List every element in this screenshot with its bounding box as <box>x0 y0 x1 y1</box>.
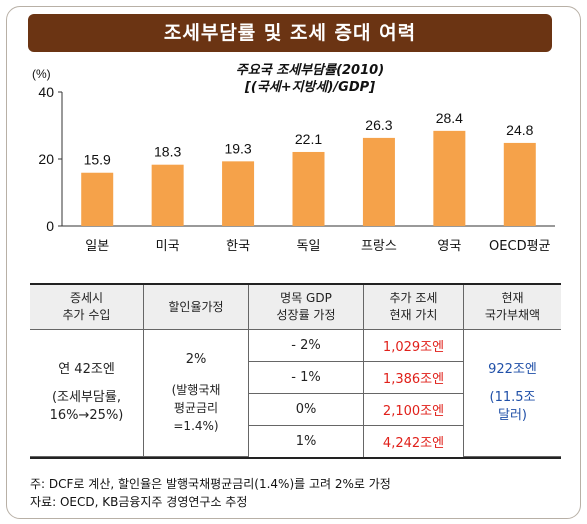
footnote: 주: DCF로 계산, 할인율은 발행국채평균금리(1.4%)를 고려 2%로 … <box>30 475 391 511</box>
header-debt-l1: 현재 <box>501 291 524 305</box>
table-row: 1% 4,242조엔 <box>30 424 561 457</box>
growth-cell: 1% <box>248 424 364 457</box>
bar <box>151 164 184 226</box>
header-revenue-l2: 추가 수입 <box>62 308 111 322</box>
table-row: 0% 2,100조엔 <box>30 392 561 426</box>
growth-cell: - 2% <box>248 329 364 362</box>
bar-value-label: 28.4 <box>436 110 463 126</box>
bar-value-label: 19.3 <box>224 140 251 156</box>
figure-title: 조세부담률 및 조세 증대 여력 <box>28 14 552 52</box>
table-row: 연 42조엔 (조세부담률, 16%→25%) 2% (발행국채 평균금리 =1… <box>30 329 561 457</box>
bar <box>222 161 255 226</box>
present-value-cell: 1,386조엔 <box>363 360 464 394</box>
revenue-note-l1: (조세부담률, <box>51 390 121 405</box>
debt-usd-l2: 달러) <box>498 408 527 423</box>
bar-value-label: 15.9 <box>84 152 111 168</box>
chart-title: 주요국 조세부담률(2010) [(국세+지방세)/GDP] <box>150 62 470 96</box>
x-category-label: 독일 <box>297 239 321 254</box>
table-header-row: 증세시 추가 수입 할인율가정 명목 GDP 성장률 가정 추가 조세 현재 가… <box>30 285 561 330</box>
header-revenue: 증세시 추가 수입 <box>30 285 144 330</box>
growth-cell: 0% <box>248 392 364 426</box>
x-category-label: 일본 <box>85 239 109 254</box>
header-growth-l1: 명목 GDP <box>280 291 332 305</box>
discount-note-l1: (발행국채 <box>171 383 221 397</box>
chart-title-line2: [(국세+지방세)/GDP] <box>244 80 376 95</box>
header-discount: 할인율가정 <box>143 285 249 330</box>
discount-cell: 2% (발행국채 평균금리 =1.4%) <box>143 329 249 457</box>
header-pv-l1: 추가 조세 <box>389 291 438 305</box>
x-category-label: 미국 <box>156 239 180 254</box>
present-value-cell: 4,242조엔 <box>363 424 464 457</box>
footnote-line2: 자료: OECD, KB금융지주 경영연구소 추정 <box>30 495 248 509</box>
discount-note-l2: 평균금리 <box>173 401 219 415</box>
bar <box>362 137 395 226</box>
header-debt-l2: 국가부채액 <box>484 308 541 322</box>
x-category-label: 프랑스 <box>361 239 397 254</box>
revenue-amount: 연 42조엔 <box>58 362 115 377</box>
discount-rate: 2% <box>185 352 207 367</box>
header-discount-l1: 할인율가정 <box>168 299 224 314</box>
bar-value-label: 26.3 <box>365 117 392 133</box>
header-pv-l2: 현재 가치 <box>389 308 438 322</box>
revenue-note-l2: 16%→25%) <box>49 408 124 423</box>
present-value-cell: 2,100조엔 <box>363 392 464 426</box>
header-revenue-l1: 증세시 <box>69 291 104 305</box>
revenue-cell: 연 42조엔 (조세부담률, 16%→25%) <box>30 329 144 457</box>
tax-table: 증세시 추가 수입 할인율가정 명목 GDP 성장률 가정 추가 조세 현재 가… <box>30 283 561 459</box>
bar <box>433 130 466 226</box>
y-tick-label: 40 <box>38 84 54 100</box>
debt-cell: 922조엔 (11.5조 달러) <box>463 329 561 457</box>
y-unit-label: (%) <box>32 67 51 81</box>
header-present-value: 추가 조세 현재 가치 <box>363 285 464 330</box>
bar-value-label: 18.3 <box>154 144 181 160</box>
bar-chart: (%) 0 20 40 15.9 일본 18.3 미국 19.3 한국 22.1 독일 26.3 프랑스 2… <box>32 67 555 254</box>
debt-amount: 922조엔 <box>488 362 537 377</box>
present-value-cell: 1,029조엔 <box>363 329 464 362</box>
bar <box>292 151 325 226</box>
header-growth: 명목 GDP 성장률 가정 <box>248 285 364 330</box>
header-growth-l2: 성장률 가정 <box>276 308 336 322</box>
growth-cell: - 1% <box>248 360 364 394</box>
bar-value-label: 22.1 <box>295 131 322 147</box>
bar <box>503 142 536 226</box>
header-debt: 현재 국가부채액 <box>463 285 561 330</box>
x-category-label: OECD평균 <box>489 239 550 254</box>
y-tick-label: 0 <box>46 218 54 234</box>
discount-note-l3: =1.4%) <box>173 419 219 433</box>
debt-usd-l1: (11.5조 <box>489 390 536 405</box>
x-category-label: 한국 <box>226 239 250 254</box>
x-category-label: 영국 <box>437 239 461 254</box>
table-row: - 1% 1,386조엔 <box>30 360 561 394</box>
chart-title-line1: 주요국 조세부담률(2010) <box>235 63 385 78</box>
footnote-line1: 주: DCF로 계산, 할인율은 발행국채평균금리(1.4%)를 고려 2%로 … <box>30 477 391 491</box>
bar <box>81 172 114 226</box>
bar-value-label: 24.8 <box>506 122 533 138</box>
y-tick-label: 20 <box>38 151 54 167</box>
